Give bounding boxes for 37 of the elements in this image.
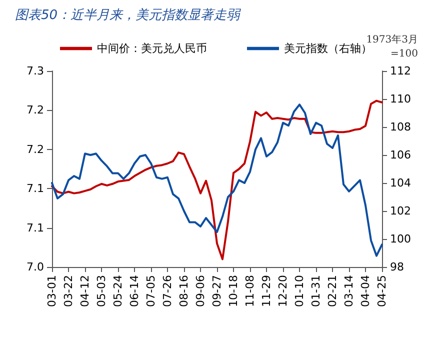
x-tick-label: 12-20: [276, 275, 290, 307]
x-tick-label: 05-03: [95, 275, 108, 307]
x-tick-label: 04-25: [376, 275, 388, 307]
chart-title: 图表50：近半月来，美元指数显著走弱: [15, 7, 242, 23]
y2-tick-label: 100: [390, 232, 411, 246]
x-tick-label: 08-16: [178, 275, 190, 307]
y2-tick-label: 110: [390, 92, 411, 106]
legend-label: 中间价：美元兑人民币: [97, 42, 207, 55]
x-tick-label: 04-12: [78, 275, 92, 307]
x-tick-label: 10-18: [227, 275, 240, 307]
x-tick-label: 03-01: [46, 275, 58, 307]
x-tick-label: 03-22: [62, 275, 75, 307]
y-tick-label: 7.3: [26, 64, 44, 78]
y2-tick-label: 106: [390, 148, 411, 162]
y-tick-label: 7.2: [26, 142, 44, 156]
x-tick-label: 07-05: [144, 275, 158, 307]
y-tick-label: 7.1: [26, 182, 44, 196]
y2-tick-label: 98: [390, 260, 404, 274]
y2-tick-label: 112: [390, 64, 411, 78]
x-tick-label: 01-31: [310, 275, 322, 307]
x-tick-label: 06-14: [128, 275, 141, 307]
x-tick-label: 11-29: [260, 275, 273, 307]
x-tick-label: 05-24: [112, 275, 124, 307]
x-tick-label: 03-14: [342, 275, 356, 307]
x-tick-label: 11-08: [244, 275, 256, 307]
y-tick-label: 7.2: [26, 104, 44, 117]
y-tick-label: 7.0: [26, 260, 44, 274]
x-tick-label: 01-10: [293, 275, 306, 307]
y-tick-label: 7.1: [26, 221, 44, 234]
x-tick-label: 09-27: [210, 275, 224, 307]
x-tick-label: 04-04: [359, 275, 372, 307]
y2-tick-label: 104: [390, 176, 411, 190]
y2-tick-label: 108: [390, 120, 411, 134]
x-tick-label: 02-21: [326, 275, 339, 307]
x-tick-label: 09-06: [194, 275, 207, 307]
x-tick-label: 07-26: [161, 275, 174, 307]
y2-tick-label: 102: [390, 204, 411, 218]
